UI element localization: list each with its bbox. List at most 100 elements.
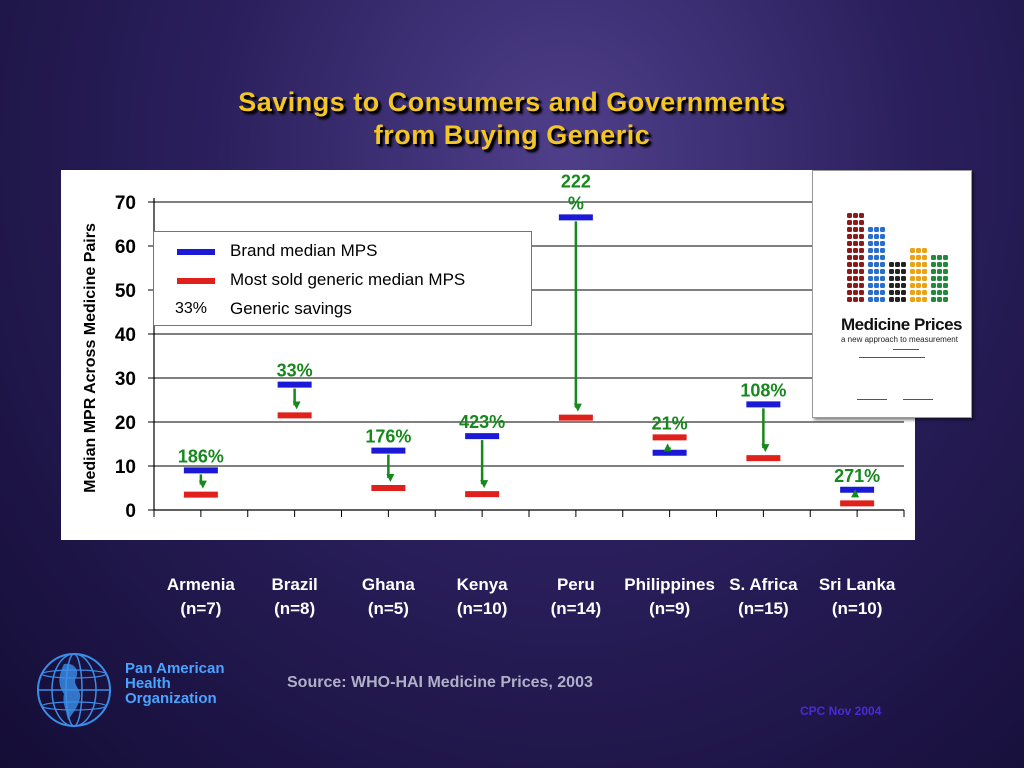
cover-pill — [874, 297, 879, 302]
cover-pill — [910, 248, 915, 253]
cover-pill — [910, 262, 915, 267]
cover-pill — [916, 276, 921, 281]
cover-pill — [868, 269, 873, 274]
cover-pill — [868, 290, 873, 295]
source-note: Source: WHO-HAI Medicine Prices, 2003 — [287, 674, 593, 691]
cover-pill — [889, 262, 894, 267]
savings-label-line: 33% — [277, 361, 313, 381]
category-name: Philippines — [624, 575, 715, 594]
cover-pill — [868, 248, 873, 253]
cover-pill — [853, 297, 858, 302]
cover-pill — [880, 269, 885, 274]
cover-pill — [895, 262, 900, 267]
cover-pill — [868, 262, 873, 267]
cover-pill — [889, 297, 894, 302]
cover-pill — [916, 255, 921, 260]
cover-pill — [910, 297, 915, 302]
cover-pill — [922, 248, 927, 253]
category-sample-size: (n=7) — [180, 599, 222, 618]
cover-pill — [874, 255, 879, 260]
cover-pill — [937, 255, 942, 260]
cover-pill — [931, 269, 936, 274]
cover-pill — [859, 290, 864, 295]
cover-pill-graphic — [847, 213, 948, 302]
cover-pill — [868, 297, 873, 302]
savings-label-2: 176% — [365, 427, 411, 447]
cover-pill — [943, 262, 948, 267]
cover-pill — [937, 262, 942, 267]
cover-pill — [853, 283, 858, 288]
category-label: Brazil (n=8) — [235, 573, 355, 621]
legend-item-generic: Most sold generic median MPS — [154, 270, 531, 290]
category-name: S. Africa — [729, 575, 798, 594]
cover-pill — [874, 269, 879, 274]
cover-pill — [868, 227, 873, 232]
y-tick-label: 0 — [125, 501, 136, 522]
cover-text-line — [857, 399, 887, 400]
category-sample-size: (n=5) — [367, 599, 409, 618]
cover-pill — [853, 241, 858, 246]
savings-label-line: 21% — [652, 413, 688, 433]
cover-pill — [859, 241, 864, 246]
cover-pill — [859, 227, 864, 232]
cover-pill — [943, 297, 948, 302]
cover-pill — [874, 276, 879, 281]
cover-pill — [859, 283, 864, 288]
y-tick-label: 30 — [115, 369, 136, 390]
paho-globe-logo — [37, 653, 111, 727]
cover-pill — [847, 262, 852, 267]
cover-pill — [895, 297, 900, 302]
cover-pill — [847, 248, 852, 253]
savings-label-line: 222 — [561, 171, 591, 191]
y-tick-label: 10 — [115, 457, 136, 478]
cover-pill — [874, 248, 879, 253]
category-label: S. Africa (n=15) — [703, 573, 823, 621]
cover-pill — [895, 283, 900, 288]
cover-text-line — [893, 349, 919, 350]
cover-pill — [874, 262, 879, 267]
cover-pill — [922, 297, 927, 302]
y-tick-label: 60 — [115, 237, 136, 258]
category-name: Armenia — [166, 575, 235, 594]
cover-pill — [880, 255, 885, 260]
cover-pill — [853, 234, 858, 239]
savings-label-5: 21% — [652, 413, 688, 433]
cover-pill — [880, 262, 885, 267]
cover-pill — [916, 290, 921, 295]
cover-pill — [859, 297, 864, 302]
category-name: Ghana — [361, 575, 415, 594]
legend-savings-sample: 33% — [175, 300, 208, 317]
y-tick-label: 20 — [115, 413, 136, 434]
cover-pill — [889, 269, 894, 274]
cover-pill — [895, 290, 900, 295]
savings-label-1: 33% — [277, 361, 313, 381]
cover-pill — [901, 283, 906, 288]
cover-pill — [847, 283, 852, 288]
cover-pill — [922, 276, 927, 281]
category-name: Kenya — [456, 575, 508, 594]
cover-pill — [916, 248, 921, 253]
cover-pill — [853, 262, 858, 267]
cover-pill — [937, 283, 942, 288]
category-name: Brazil — [271, 575, 318, 594]
y-axis-title: Median MPR Across Medicine Pairs — [82, 223, 99, 493]
cover-pill — [916, 262, 921, 267]
title-line-2: from Buying Generic — [373, 120, 651, 150]
cover-pill — [916, 297, 921, 302]
cover-pill — [943, 255, 948, 260]
cover-pill — [880, 234, 885, 239]
cover-text-line — [903, 399, 933, 400]
cover-pill — [847, 255, 852, 260]
cover-pill — [937, 297, 942, 302]
cover-pill — [910, 255, 915, 260]
savings-label-line: 108% — [740, 380, 786, 400]
cover-pill — [901, 290, 906, 295]
cover-pill — [847, 213, 852, 218]
cover-pill — [922, 283, 927, 288]
cover-pill — [847, 269, 852, 274]
cover-pill — [880, 290, 885, 295]
savings-label-4: 222% — [561, 171, 591, 213]
cover-pill — [880, 241, 885, 246]
cover-pill — [874, 241, 879, 246]
cover-pill — [859, 234, 864, 239]
